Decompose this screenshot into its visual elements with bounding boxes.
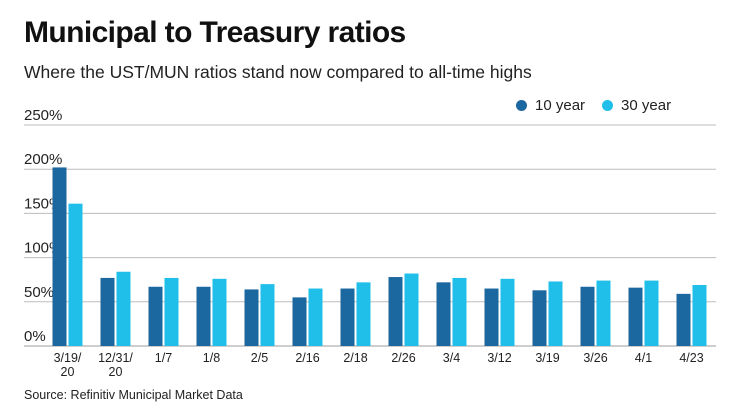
bar-10-year: 10 year 4/23: 59%: [676, 293, 691, 346]
legend-item-30-year: 30 year: [602, 97, 671, 114]
bar-10-year: 10 year 3/19: 63%: [532, 290, 547, 346]
x-tick-label: 4/23: [679, 351, 703, 365]
legend-swatch-30-year: [602, 100, 614, 111]
bar-30-year: 30 year 2/5: 70%: [260, 284, 275, 346]
x-tick-label: 3/19/: [54, 351, 82, 365]
bar-30-year: 30 year 2/18: 72%: [356, 282, 371, 346]
x-tick-label: 12/31/: [98, 351, 133, 365]
x-tick-label: 4/1: [635, 351, 652, 365]
bar-10-year: 10 year 2/18: 65%: [340, 288, 355, 346]
bar-30-year: 30 year 4/23: 69%: [692, 285, 707, 346]
bar-10-year: 10 year 12/31/20: 77%: [100, 277, 115, 346]
bar-30-year: 30 year 4/1: 74%: [644, 280, 659, 346]
legend-label-10-year: 10 year: [535, 97, 586, 114]
x-tick-label: 2/18: [343, 351, 367, 365]
source-note: Source: Refinitiv Municipal Market Data: [24, 388, 243, 402]
bar-10-year: 10 year 2/26: 78%: [388, 277, 403, 346]
bar-30-year: 30 year 3/4: 77%: [452, 277, 467, 346]
bar-10-year: 10 year 2/5: 64%: [244, 289, 259, 346]
x-tick-label: 3/4: [443, 351, 460, 365]
x-tick-label: 2/26: [391, 351, 415, 365]
bar-30-year: 30 year 3/12: 76%: [500, 278, 515, 346]
bar-30-year: 30 year 12/31/20: 84%: [116, 271, 131, 346]
bar-10-year: 10 year 3/4: 72%: [436, 282, 451, 346]
legend: 10 year 30 year: [516, 97, 688, 114]
y-tick-label: 200%: [24, 151, 62, 168]
legend-item-10-year: 10 year: [516, 97, 585, 114]
bar-30-year: 30 year 3/19/20: 161%: [68, 203, 83, 346]
x-tick-label: 2/16: [295, 351, 319, 365]
bar-30-year: 30 year 2/16: 65%: [308, 288, 323, 346]
bar-10-year: 10 year 3/19/20: 202%: [52, 167, 67, 346]
bar-10-year: 10 year 1/8: 67%: [196, 286, 211, 346]
legend-swatch-10-year: [516, 100, 527, 111]
bar-10-year: 10 year 3/12: 65%: [484, 288, 499, 346]
x-tick-label: 20: [61, 365, 75, 379]
legend-label-30-year: 30 year: [621, 97, 672, 114]
y-tick-label: 250%: [24, 107, 62, 124]
x-tick-label: 3/19: [535, 351, 559, 365]
x-tick-label: 1/8: [203, 351, 220, 365]
bar-10-year: 10 year 2/16: 55%: [292, 297, 307, 346]
y-tick-label: 50%: [24, 284, 54, 301]
chart-title: Municipal to Treasury ratios: [24, 16, 406, 49]
bar-30-year: 30 year 1/8: 76%: [212, 278, 227, 346]
bar-30-year: 30 year 1/7: 77%: [164, 277, 179, 346]
bar-30-year: 30 year 3/19: 73%: [548, 281, 563, 346]
y-tick-label: 0%: [24, 328, 46, 345]
x-tick-label: 2/5: [251, 351, 268, 365]
bar-10-year: 10 year 3/26: 67%: [580, 286, 595, 346]
bar-30-year: 30 year 2/26: 82%: [404, 273, 419, 346]
bar-10-year: 10 year 1/7: 67%: [148, 286, 163, 346]
x-tick-label: 20: [109, 365, 123, 379]
x-tick-label: 3/12: [487, 351, 511, 365]
bar-30-year: 30 year 3/26: 74%: [596, 280, 611, 346]
chart-subtitle: Where the UST/MUN ratios stand now compa…: [24, 62, 532, 82]
bar-10-year: 10 year 4/1: 66%: [628, 287, 643, 346]
x-tick-label: 3/26: [583, 351, 607, 365]
x-tick-label: 1/7: [155, 351, 172, 365]
